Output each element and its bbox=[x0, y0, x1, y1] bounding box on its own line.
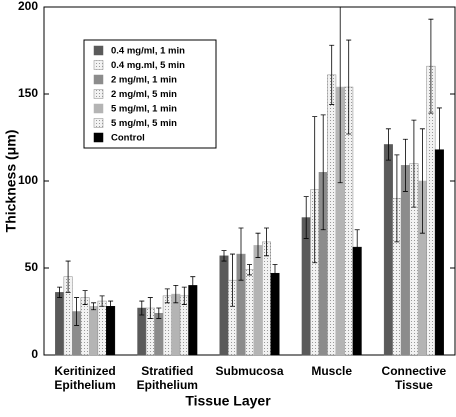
error-bar bbox=[147, 297, 153, 319]
legend-swatch bbox=[93, 60, 104, 70]
x-tick-label: Submucosa bbox=[215, 364, 283, 378]
error-bar bbox=[82, 290, 88, 305]
legend-swatch bbox=[93, 132, 104, 143]
error-bar bbox=[419, 128, 425, 234]
bar bbox=[270, 272, 280, 356]
legend-swatch bbox=[93, 89, 104, 99]
error-bar bbox=[181, 286, 187, 305]
y-tick-label: 50 bbox=[25, 260, 39, 274]
y-axis-title: Thickness (μm) bbox=[3, 130, 19, 233]
error-bar bbox=[74, 297, 80, 326]
error-bar bbox=[57, 286, 63, 298]
x-tick-label: Keritinized bbox=[54, 364, 115, 378]
x-axis-title: Tissue Layer bbox=[185, 393, 271, 409]
error-bar bbox=[411, 119, 417, 208]
error-bar bbox=[221, 250, 227, 262]
error-bar bbox=[385, 128, 391, 161]
x-tick-label: Epithelium bbox=[137, 378, 198, 392]
error-bar bbox=[108, 300, 114, 312]
legend-label: 0.4 mg/ml, 1 min bbox=[111, 46, 185, 57]
legend-label: 0.4 mg.ml, 5 min bbox=[111, 60, 185, 71]
error-bar bbox=[173, 285, 179, 304]
bar bbox=[106, 306, 116, 356]
error-bar bbox=[312, 116, 318, 264]
legend-label: 5 mg/ml, 1 min bbox=[111, 104, 177, 115]
bar bbox=[219, 255, 229, 356]
error-bar bbox=[190, 276, 196, 295]
bar bbox=[327, 74, 337, 356]
legend-label: Control bbox=[111, 133, 145, 144]
bar bbox=[188, 285, 198, 356]
legend-swatch bbox=[93, 118, 104, 128]
error-bar bbox=[272, 264, 278, 283]
error-bar bbox=[156, 307, 162, 319]
error-bar bbox=[337, 7, 343, 184]
y-tick-label: 0 bbox=[31, 347, 38, 361]
bar bbox=[171, 293, 181, 356]
legend-swatch bbox=[93, 74, 104, 85]
error-bar bbox=[346, 39, 352, 135]
bar bbox=[89, 306, 99, 356]
error-bar bbox=[255, 232, 261, 258]
bar bbox=[154, 312, 164, 356]
legend-swatch bbox=[93, 45, 104, 56]
y-tick-label: 200 bbox=[18, 0, 38, 13]
error-bar bbox=[320, 114, 326, 231]
error-bar bbox=[65, 260, 71, 293]
error-bar bbox=[164, 288, 170, 304]
legend-swatch bbox=[93, 103, 104, 114]
bar bbox=[253, 245, 263, 356]
y-tick-label: 100 bbox=[18, 173, 38, 187]
bar bbox=[55, 292, 65, 356]
error-bar bbox=[402, 138, 408, 192]
x-tick-label: Tissue bbox=[395, 378, 433, 392]
error-bar bbox=[436, 107, 442, 192]
x-tick-label: Stratified bbox=[141, 364, 193, 378]
error-bar bbox=[238, 227, 244, 281]
error-bar bbox=[329, 44, 335, 105]
error-bar bbox=[139, 300, 145, 316]
error-bar bbox=[99, 295, 105, 307]
x-tick-label: Epithelium bbox=[54, 378, 115, 392]
bar bbox=[400, 165, 410, 356]
bar bbox=[262, 241, 271, 356]
legend-label: 5 mg/ml, 5 min bbox=[111, 118, 177, 129]
bar bbox=[80, 297, 90, 356]
error-bar bbox=[230, 253, 235, 307]
error-bar bbox=[394, 154, 400, 243]
legend-label: 2 mg/ml, 5 min bbox=[111, 89, 177, 100]
bar bbox=[383, 144, 393, 356]
legend-box bbox=[83, 39, 217, 149]
error-bar bbox=[247, 264, 252, 276]
error-bar bbox=[354, 229, 360, 265]
x-tick-label: Connective bbox=[382, 364, 447, 378]
error-bar bbox=[264, 227, 269, 257]
x-tick-label: Muscle bbox=[311, 364, 352, 378]
y-tick-label: 150 bbox=[18, 86, 38, 100]
legend-label: 2 mg/ml, 1 min bbox=[111, 75, 177, 86]
bar bbox=[162, 295, 172, 356]
error-bar bbox=[91, 302, 97, 311]
bar bbox=[245, 269, 254, 356]
error-bar bbox=[303, 196, 309, 239]
bar bbox=[97, 300, 107, 356]
error-bar bbox=[428, 18, 434, 114]
